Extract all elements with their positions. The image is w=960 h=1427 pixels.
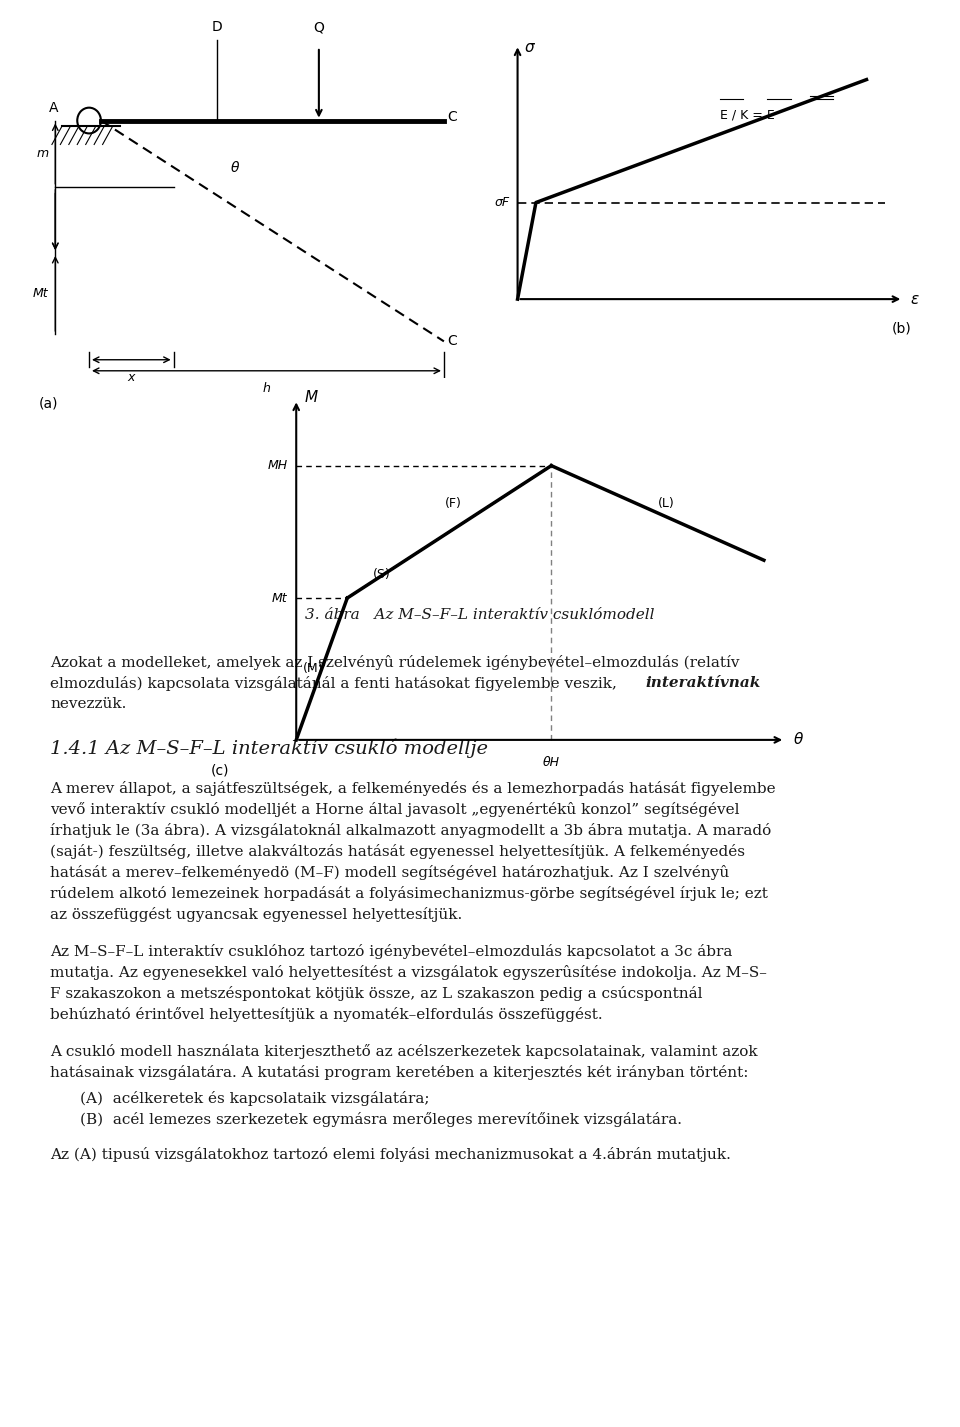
Text: A csukló modell használata kiterjeszthető az acélszerkezetek kapcsolatainak, val: A csukló modell használata kiterjeszthet…	[50, 1045, 757, 1059]
Text: A: A	[49, 101, 59, 116]
Text: 1.4.1 Az M–S–F–L interaktív csukló modellje: 1.4.1 Az M–S–F–L interaktív csukló model…	[50, 739, 488, 759]
Text: (A)  acélkeretek és kapcsolataik vizsgálatára;: (A) acélkeretek és kapcsolataik vizsgála…	[80, 1092, 429, 1106]
Text: m: m	[36, 147, 49, 160]
Text: (a): (a)	[38, 397, 58, 411]
Text: C: C	[447, 110, 457, 124]
Text: E / K = E: E / K = E	[720, 108, 775, 121]
Text: ε: ε	[911, 291, 919, 307]
Text: (b): (b)	[892, 321, 912, 335]
Text: Az M–S–F–L interaktív csuklóhoz tartozó igénybevétel–elmozdulás kapcsolatot a 3c: Az M–S–F–L interaktív csuklóhoz tartozó …	[50, 945, 732, 959]
Text: θH: θH	[542, 756, 560, 769]
Text: h: h	[262, 382, 271, 395]
Text: (saját-) feszültség, illetve alakváltozás hatását egyenessel helyettesítjük. A f: (saját-) feszültség, illetve alakváltozá…	[50, 843, 745, 859]
Text: (M): (M)	[302, 662, 324, 675]
Text: (B)  acél lemezes szerkezetek egymásra merőleges merevítőinek vizsgálatára.: (B) acél lemezes szerkezetek egymásra me…	[80, 1112, 682, 1127]
Text: MH: MH	[268, 459, 288, 472]
Text: az összefüggést ugyancsak egyenessel helyettesítjük.: az összefüggést ugyancsak egyenessel hel…	[50, 908, 463, 922]
Text: Azokat a modelleket, amelyek az I szelvényû rúdelemek igénybevétel–elmozdulás (r: Azokat a modelleket, amelyek az I szelvé…	[50, 655, 739, 671]
Text: hatásainak vizsgálatára. A kutatási program keretében a kiterjesztés két irányba: hatásainak vizsgálatára. A kutatási prog…	[50, 1065, 749, 1080]
Text: x: x	[128, 371, 135, 384]
Text: θ: θ	[231, 161, 239, 176]
Text: behúzható érintővel helyettesítjük a nyomaték–elfordulás összefüggést.: behúzható érintővel helyettesítjük a nyo…	[50, 1007, 603, 1022]
Text: hatását a merev–felkeményedö (M–F) modell segítségével határozhatjuk. Az I szelv: hatását a merev–felkeményedö (M–F) model…	[50, 865, 730, 880]
Text: vevő interaktív csukló modelljét a Horne által javasolt „egyenértékû konzol” seg: vevő interaktív csukló modelljét a Horne…	[50, 802, 739, 818]
Text: mutatja. Az egyenesekkel való helyettesítést a vizsgálatok egyszerûsítése indoko: mutatja. Az egyenesekkel való helyettesí…	[50, 965, 767, 980]
Text: Q: Q	[313, 20, 324, 34]
Text: θ: θ	[794, 732, 803, 748]
Text: írhatjuk le (3a ábra). A vizsgálatoknál alkalmazott anyagmodellt a 3b ábra mutat: írhatjuk le (3a ábra). A vizsgálatoknál …	[50, 823, 771, 838]
Text: Az (A) tipusú vizsgálatokhoz tartozó elemi folyási mechanizmusokat a 4.ábrán mut: Az (A) tipusú vizsgálatokhoz tartozó ele…	[50, 1147, 731, 1162]
Text: (F): (F)	[445, 497, 462, 509]
Text: σF: σF	[495, 195, 510, 208]
Text: M: M	[304, 390, 318, 405]
Text: Mt: Mt	[33, 287, 49, 300]
Text: 3. ábra   Az M–S–F–L interaktív csuklómodell: 3. ábra Az M–S–F–L interaktív csuklómode…	[305, 608, 655, 622]
Text: A merev állapot, a sajátfeszültségek, a felkeményedés és a lemezhorpadás hatását: A merev állapot, a sajátfeszültségek, a …	[50, 781, 776, 796]
Text: nevezzük.: nevezzük.	[50, 696, 127, 711]
Text: elmozdulás) kapcsolata vizsgálatánál a fenti hatásokat figyelembe veszik,: elmozdulás) kapcsolata vizsgálatánál a f…	[50, 676, 622, 691]
Text: (S): (S)	[372, 568, 391, 581]
Text: (L): (L)	[658, 497, 674, 509]
Text: rúdelem alkotó lemezeinek horpadását a folyásimechanizmus-görbe segítségével írj: rúdelem alkotó lemezeinek horpadását a f…	[50, 886, 768, 900]
Text: C: C	[447, 334, 457, 348]
Text: (c): (c)	[211, 763, 229, 778]
Text: Mt: Mt	[272, 592, 288, 605]
Text: interaktívnak: interaktívnak	[645, 676, 760, 691]
Text: σ: σ	[525, 40, 535, 56]
Text: D: D	[212, 20, 223, 34]
Text: F szakaszokon a metszéspontokat kötjük össze, az L szakaszon pedig a csúcspontná: F szakaszokon a metszéspontokat kötjük ö…	[50, 986, 703, 1000]
